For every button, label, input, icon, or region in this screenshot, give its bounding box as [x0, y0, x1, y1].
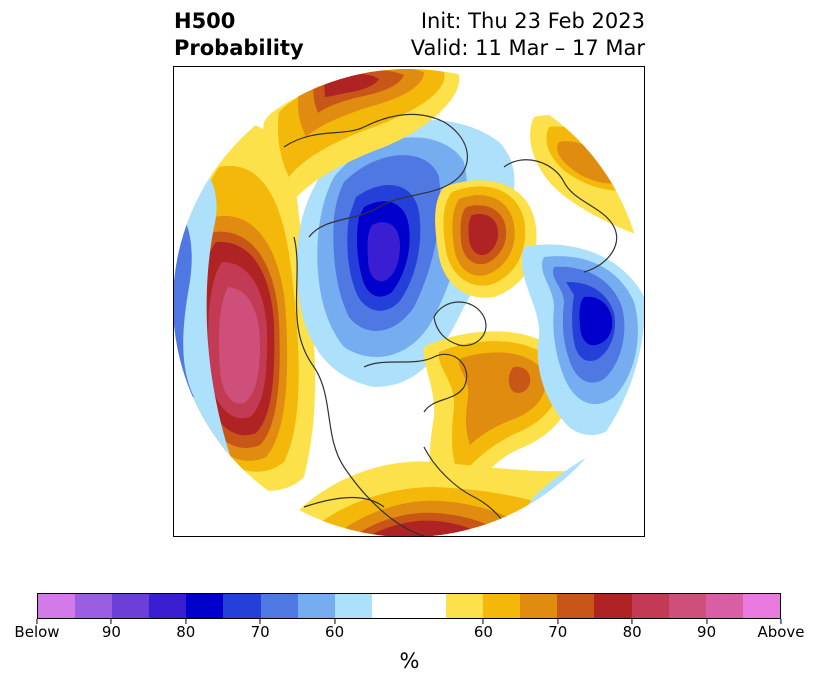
tick-mark [36, 619, 38, 624]
tick-mark [706, 619, 708, 624]
colorbar-tick: 60 [474, 619, 493, 641]
tick-label: Above [757, 623, 805, 641]
tick-mark [557, 619, 559, 624]
probability-colorbar [37, 593, 781, 619]
colorbar-segment [742, 594, 780, 618]
colorbar-segment [483, 594, 521, 618]
colorbar-units-label: % [399, 649, 420, 673]
title-line-1: H500 [174, 9, 236, 33]
colorbar-segment [446, 594, 484, 618]
colorbar-tick: 60 [325, 619, 344, 641]
colorbar-tick: 80 [176, 619, 195, 641]
contour-below-65 [174, 207, 194, 397]
colorbar-tick: 80 [623, 619, 642, 641]
greenland-positive-anomaly [435, 180, 537, 298]
colorbar-segment [520, 594, 558, 618]
europe-positive-anomaly [262, 69, 460, 217]
tick-mark [631, 619, 633, 624]
tick-mark [482, 619, 484, 624]
colorbar-segment [631, 594, 669, 618]
tick-label: 80 [176, 623, 196, 641]
tick-label: 60 [325, 623, 345, 641]
colorbar-tick: Above [757, 619, 805, 641]
colorbar-segment [75, 594, 113, 618]
colorbar-segment [705, 594, 743, 618]
contour-below-80 [367, 222, 400, 282]
colorbar-segment [668, 594, 706, 618]
contour-above-70 [508, 366, 531, 393]
colorbar-segment [38, 594, 76, 618]
colorbar-segment [594, 594, 632, 618]
colorbar-segment [371, 594, 409, 618]
contour-above-85 [218, 287, 260, 404]
colorbar-segment [223, 594, 261, 618]
tick-label: Below [14, 623, 60, 641]
probability-map [173, 66, 645, 537]
colorbar-ticks: Below 90 80 70 60 60 70 80 90 Above [14, 619, 805, 649]
colorbar-tick: Below [14, 619, 60, 641]
colorbar-tick: 90 [102, 619, 121, 641]
tick-label: 60 [473, 623, 493, 641]
tick-label: 80 [622, 623, 642, 641]
init-date: Init: Thu 23 Feb 2023 [420, 9, 645, 33]
contour-field [174, 69, 644, 536]
contour-above-75 [369, 520, 482, 536]
colorbar-segment [260, 594, 298, 618]
colorbar-segment [149, 594, 187, 618]
tick-mark [334, 619, 336, 624]
tick-mark [259, 619, 261, 624]
tick-label: 90 [697, 623, 717, 641]
colorbar-segment [557, 594, 595, 618]
colorbar-segment [408, 594, 447, 618]
date-info: Init: Thu 23 Feb 2023 Valid: 11 Mar – 17… [411, 8, 645, 62]
colorbar-tick: 90 [697, 619, 716, 641]
colorbar-segment [112, 594, 150, 618]
colorbar-tick: 70 [548, 619, 567, 641]
tick-mark [185, 619, 187, 624]
valid-date-range: Valid: 11 Mar – 17 Mar [410, 36, 645, 60]
colorbar-tick: 70 [251, 619, 270, 641]
coastlines [283, 113, 618, 536]
tick-mark [780, 619, 782, 624]
tick-mark [110, 619, 112, 624]
contour-below-75 [579, 296, 613, 346]
tick-label: 90 [101, 623, 121, 641]
tick-label: 70 [250, 623, 270, 641]
chart-title: H500 Probability [174, 8, 304, 62]
colorbar-segment [186, 594, 224, 618]
colorbar-segment [334, 594, 372, 618]
title-line-2: Probability [174, 36, 304, 60]
contour-above-75 [468, 213, 499, 256]
colorbar-segment [297, 594, 335, 618]
map-canvas [174, 69, 644, 536]
tick-label: 70 [548, 623, 568, 641]
east-negative-anomaly [521, 244, 644, 436]
